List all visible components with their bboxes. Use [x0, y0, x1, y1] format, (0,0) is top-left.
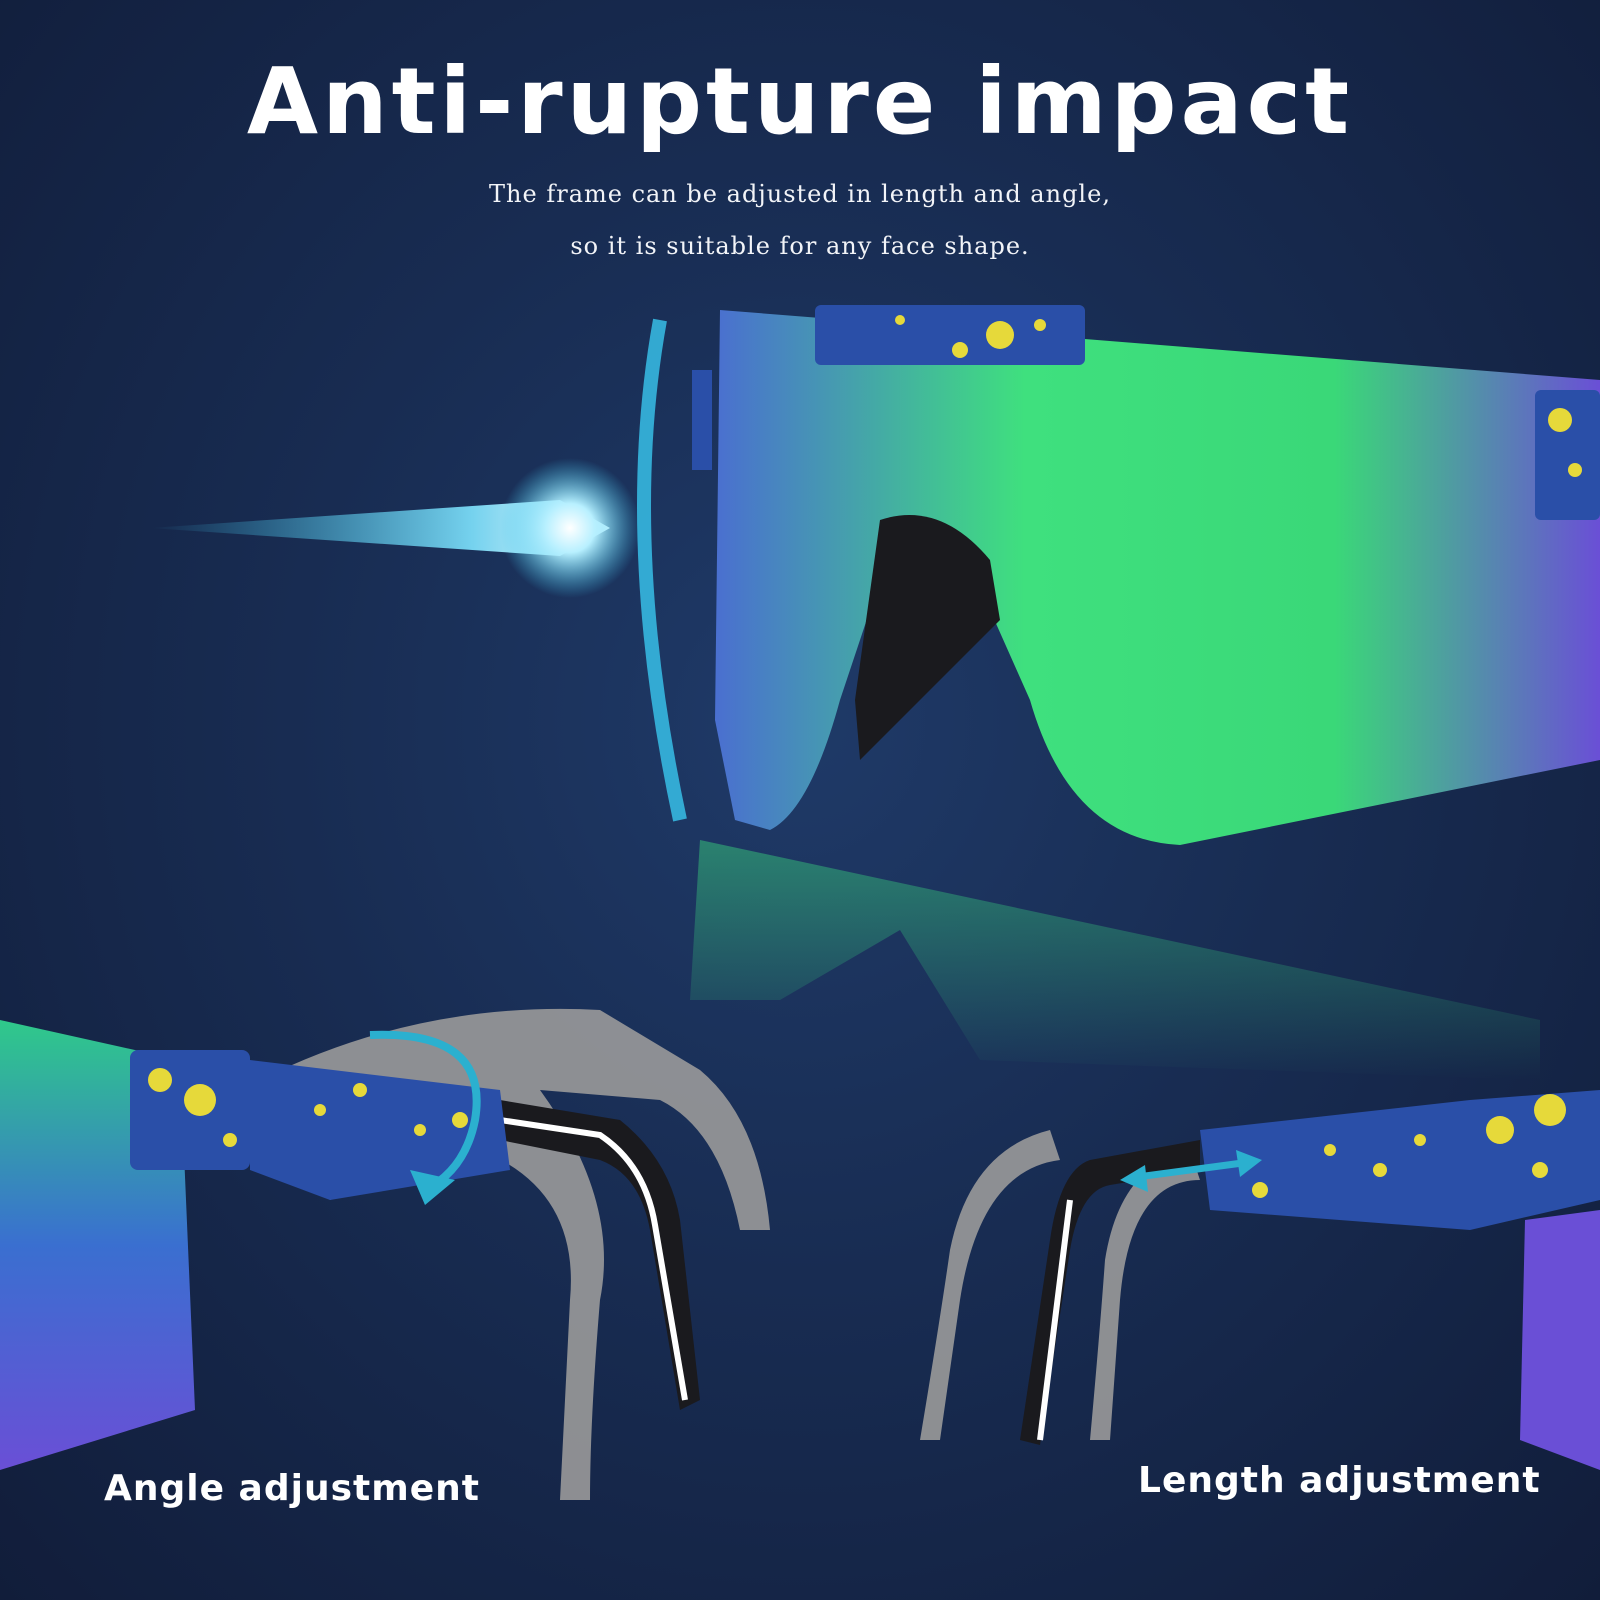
length-arrow-head-left-icon [1120, 1165, 1148, 1192]
description-line-2: so it is suitable for any face shape. [570, 232, 1030, 260]
length-adjustment-label: Length adjustment [1138, 1460, 1541, 1501]
angle-arrow-head-icon [410, 1170, 455, 1205]
length-arrow-icon [1129, 1158, 1251, 1182]
angle-arrow-icon [369, 1030, 481, 1194]
goggle-lens [690, 310, 1600, 1080]
left-side-goggle [0, 1008, 770, 1500]
length-arrow-head-right-icon [1236, 1150, 1262, 1177]
impact-beam-graphic [150, 318, 687, 822]
angle-adjustment-label: Angle adjustment [104, 1468, 480, 1509]
description-line-1: The frame can be adjusted in length and … [489, 180, 1111, 208]
frame-patch-top [692, 305, 1600, 520]
right-side-goggle [920, 1090, 1600, 1470]
headline: Anti-rupture impact [246, 48, 1354, 155]
